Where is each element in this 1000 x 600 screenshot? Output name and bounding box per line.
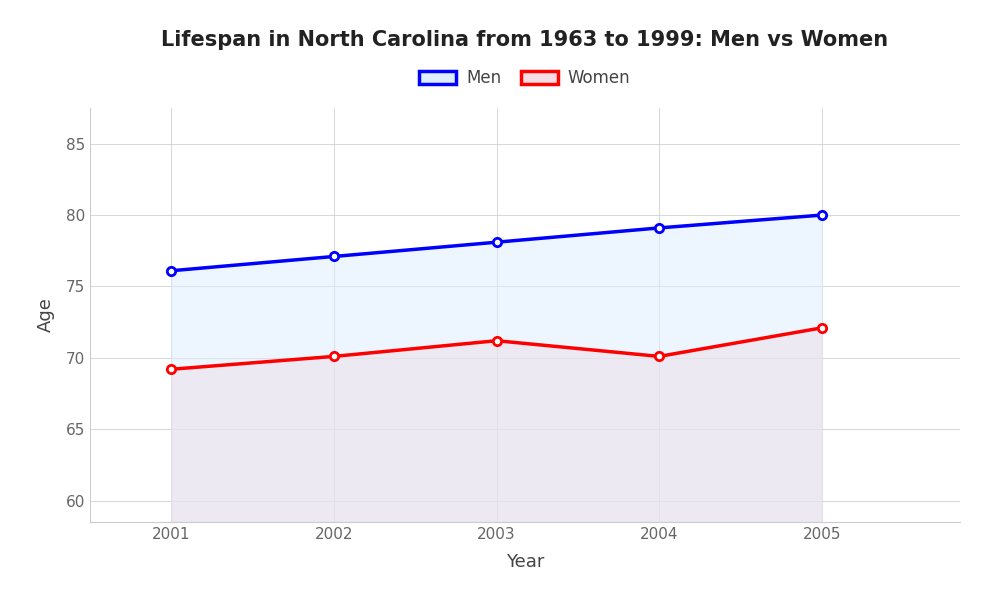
X-axis label: Year: Year (506, 553, 544, 571)
Title: Lifespan in North Carolina from 1963 to 1999: Men vs Women: Lifespan in North Carolina from 1963 to … (161, 29, 889, 49)
Legend: Men, Women: Men, Women (413, 62, 637, 94)
Y-axis label: Age: Age (37, 298, 55, 332)
